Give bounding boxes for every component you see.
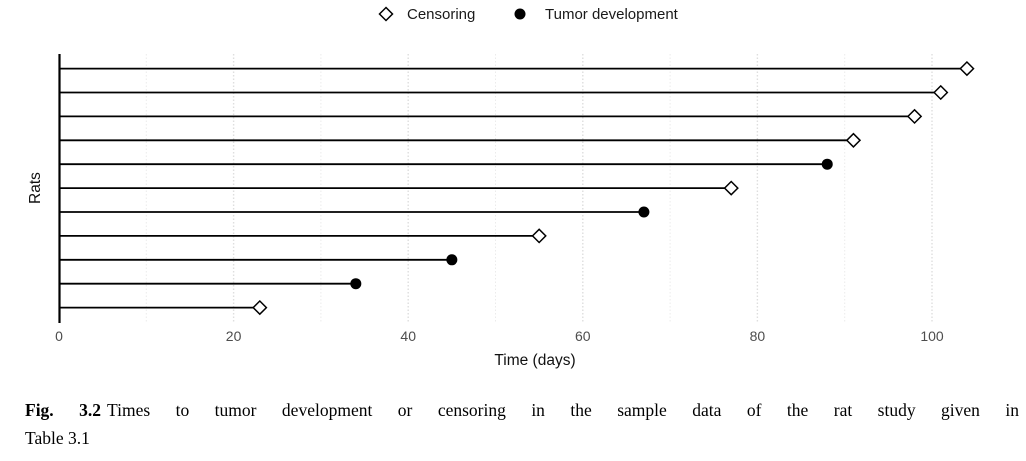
x-tick-label: 40 xyxy=(400,328,416,344)
censoring-marker xyxy=(906,108,923,125)
x-tick-labels: 0 20 40 60 80 100 xyxy=(55,328,944,344)
tumor-legend-label: Tumor development xyxy=(545,6,679,23)
rat-rows xyxy=(59,60,975,316)
x-tick-label: 60 xyxy=(575,328,591,344)
tumor-marker xyxy=(350,278,362,290)
tumor-legend-icon xyxy=(514,8,526,20)
x-tick-label: 80 xyxy=(750,328,766,344)
y-axis-title: Rats xyxy=(27,172,44,204)
tumor-marker xyxy=(446,254,458,266)
censoring-marker xyxy=(845,132,862,148)
x-tick-label: 100 xyxy=(920,328,944,344)
censoring-marker xyxy=(933,84,949,101)
figure-caption: Fig. 3.2 Times to tumor development or ce… xyxy=(25,396,1019,452)
censoring-marker xyxy=(531,228,547,244)
x-axis-title: Time (days) xyxy=(494,352,575,369)
caption-line-2: Table 3.1 xyxy=(25,428,90,448)
rat-study-chart: Censoring Tumor development 0 20 40 60 80 100… xyxy=(27,6,975,369)
caption-figure-label: Fig. 3.2 xyxy=(25,400,102,420)
caption-line-1: Fig. 3.2 Times to tumor development or ce… xyxy=(25,396,1019,424)
censoring-marker xyxy=(723,180,739,196)
x-tick-label: 0 xyxy=(55,328,63,344)
x-tick-label: 20 xyxy=(226,328,242,344)
censoring-marker xyxy=(252,299,268,316)
chart-legend: Censoring Tumor development xyxy=(378,6,679,23)
censoring-legend-label: Censoring xyxy=(407,6,475,23)
censoring-legend-icon xyxy=(378,6,394,22)
censoring-marker xyxy=(959,60,975,77)
tumor-marker xyxy=(821,158,833,170)
caption-text: Times to tumor development or censoring … xyxy=(107,400,1019,420)
tumor-marker xyxy=(638,206,650,218)
